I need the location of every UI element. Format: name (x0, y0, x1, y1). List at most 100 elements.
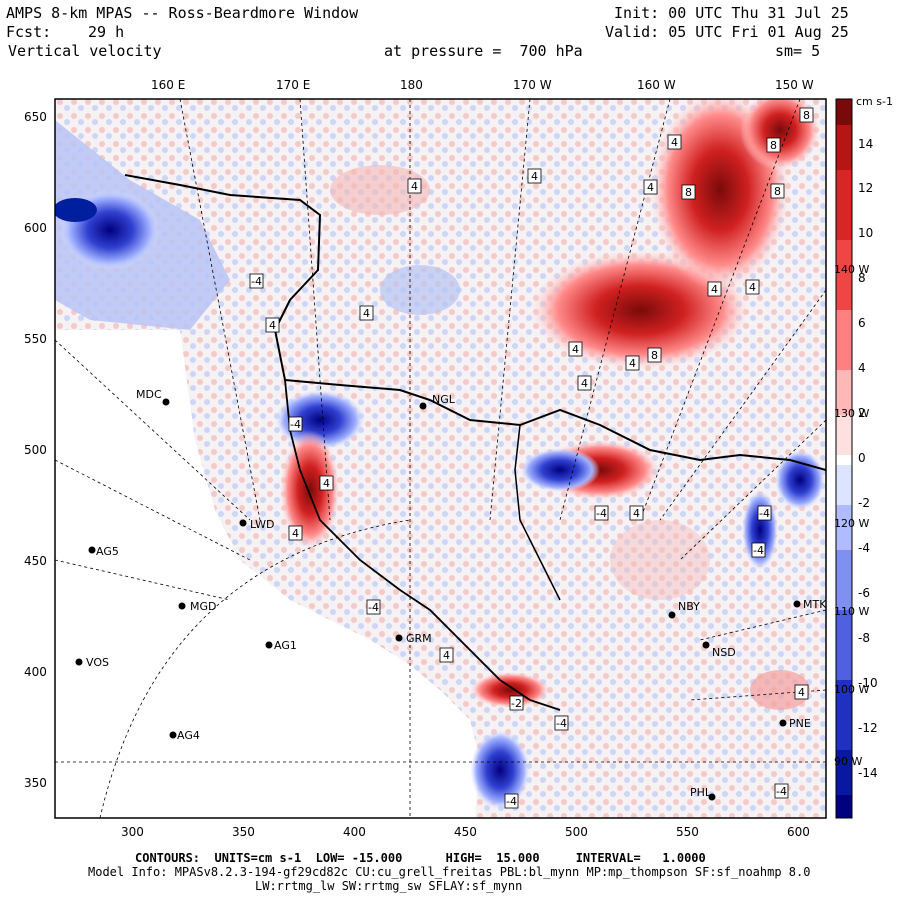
contour-label: 8 (774, 185, 781, 198)
right-lon-label: 140 W (834, 263, 870, 276)
contour-label-boxes (249, 107, 814, 809)
field-name: Vertical velocity (8, 42, 162, 60)
station-label-phl: PHL (690, 786, 712, 799)
right-lon-label: 120 W (834, 517, 870, 530)
contour-label: 4 (411, 180, 418, 193)
contour-label: -4 (368, 601, 379, 614)
contour-label: -4 (251, 275, 262, 288)
colorbar-units: cm s-1 (856, 95, 893, 108)
station-label-ag5: AG5 (96, 545, 119, 558)
contour-label: 4 (633, 507, 640, 520)
top-lon-label: 160 W (637, 78, 676, 92)
station-label-nsd: NSD (712, 646, 736, 659)
bottom-axis-label: 600 (787, 825, 810, 839)
pressure-level: at pressure = 700 hPa (384, 42, 583, 60)
colorbar-tick: -8 (858, 631, 870, 645)
forecast-hours: 29 h (88, 23, 125, 41)
top-lon-label: 150 W (775, 78, 814, 92)
right-lon-label: 100 W (834, 683, 870, 696)
bottom-axis-label: 500 (565, 825, 588, 839)
contour-label: 4 (292, 527, 299, 540)
colorbar-tick: 8 (858, 271, 866, 285)
contour-label: 4 (671, 136, 678, 149)
colorbar-tick: 0 (858, 451, 866, 465)
colorbar-tick: 4 (858, 361, 866, 375)
contour-label: -4 (290, 418, 301, 431)
contour-label: 4 (323, 477, 330, 490)
top-lon-label: 160 E (151, 78, 186, 92)
station-label-mtk: MTK (803, 598, 827, 611)
left-axis-label: 650 (24, 110, 47, 124)
right-lon-label: 110 W (834, 605, 870, 618)
station-label-nby: NBY (678, 600, 700, 613)
contour-label: 4 (269, 319, 276, 332)
contours-info: CONTOURS: UNITS=cm s-1 LOW= -15.000 HIGH… (135, 851, 706, 865)
contour-label: -2 (511, 697, 522, 710)
contour-label: 4 (711, 283, 718, 296)
contour-label: -4 (759, 507, 770, 520)
station-label-mgd: MGD (190, 600, 217, 613)
contour-label: 4 (363, 307, 370, 320)
left-axis-label: 400 (24, 665, 47, 679)
valid-time: Valid: 05 UTC Fri 01 Aug 25 (605, 23, 849, 41)
station-label-ag1: AG1 (274, 639, 297, 652)
top-lon-label: 180 (400, 78, 423, 92)
model-title: AMPS 8-km MPAS -- Ross-Beardmore Window (6, 4, 359, 22)
no-data-region (55, 330, 480, 818)
contour-label: -4 (753, 544, 764, 557)
contour-label: 8 (770, 139, 777, 152)
colorbar (835, 98, 853, 819)
colorbar-tick: 6 (858, 316, 866, 330)
contour-label: -4 (596, 507, 607, 520)
bottom-axis-label: 450 (454, 825, 477, 839)
left-axis-label: 350 (24, 776, 47, 790)
left-axis-label: 600 (24, 221, 47, 235)
station-label-mdc: MDC (136, 388, 162, 401)
colorbar-tick: 10 (858, 226, 874, 240)
left-axis-label: 450 (24, 554, 47, 568)
station-label-grm: GRM (406, 632, 432, 645)
physics-info: LW:rrtmg_lw SW:rrtmg_sw SFLAY:sf_mynn (255, 879, 523, 893)
colorbar-tick: -6 (858, 586, 870, 600)
top-lon-label: 170 W (513, 78, 552, 92)
left-axis-label: 550 (24, 332, 47, 346)
bottom-axis-label: 400 (343, 825, 366, 839)
forecast-label: Fcst: (6, 23, 52, 41)
left-axis-label: 500 (24, 443, 47, 457)
bottom-axis-label: 350 (232, 825, 255, 839)
contour-label: 4 (581, 377, 588, 390)
colorbar-tick: 2 (858, 406, 866, 420)
contour-label: 4 (531, 170, 538, 183)
contour-label: 8 (803, 109, 810, 122)
contour-label: 4 (647, 181, 654, 194)
station-label-pne: PNE (789, 717, 811, 730)
right-lon-label: 90 W (834, 755, 863, 768)
colorbar-tick: 14 (858, 137, 874, 151)
bottom-axis-label: 550 (676, 825, 699, 839)
station-dots (75, 398, 801, 801)
station-label-vos: VOS (86, 656, 109, 669)
contour-label: 4 (749, 281, 756, 294)
colorbar-tick: -12 (858, 721, 878, 735)
bottom-axis-label: 300 (121, 825, 144, 839)
contour-label: 4 (443, 649, 450, 662)
colorbar-tick: 12 (858, 181, 874, 195)
station-label-lwd: LWD (250, 518, 275, 531)
contour-label: 4 (798, 686, 805, 699)
coastline (124, 174, 826, 471)
contour-label: -4 (506, 795, 517, 808)
model-info: Model Info: MPASv8.2.3-194-gf29cd82c CU:… (88, 865, 811, 879)
contour-label: -4 (776, 785, 787, 798)
contour-label: 8 (651, 349, 658, 362)
smoothing-label: sm= 5 (775, 42, 821, 60)
colorbar-tick: -4 (858, 541, 870, 555)
top-lon-label: 170 E (276, 78, 311, 92)
station-label-ngl: NGL (432, 393, 455, 406)
init-time: Init: 00 UTC Thu 31 Jul 25 (614, 4, 849, 22)
colorbar-tick: -10 (858, 676, 878, 690)
station-label-ag4: AG4 (177, 729, 200, 742)
contour-label: 4 (629, 357, 636, 370)
contour-label: 8 (685, 186, 692, 199)
contour-label: -4 (556, 717, 567, 730)
